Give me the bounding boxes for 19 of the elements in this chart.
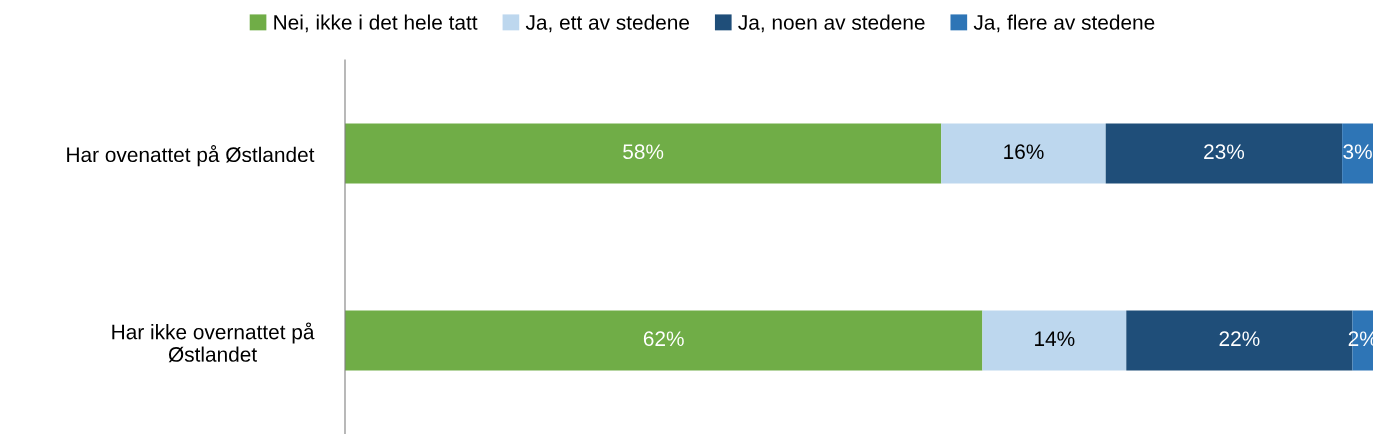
bar [941, 123, 1106, 184]
data-label: 62% [643, 331, 684, 347]
legend-label: Ja, ett av stedene [525, 14, 690, 33]
data-label: 58% [623, 144, 664, 160]
bar [1105, 123, 1343, 184]
y-tick-label: Har ovenattet på Østlandet [67, 145, 315, 167]
legend-label: Ja, noen av stedene [738, 14, 925, 33]
bar [345, 310, 983, 371]
bar [345, 123, 942, 184]
legend-label: Ja, flere av stedene [973, 14, 1155, 33]
bar [982, 310, 1127, 371]
y-tick-label: Har ikke overnattet på Østlandet [112, 322, 315, 363]
data-label: 16% [1004, 144, 1044, 160]
data-label: 23% [1204, 144, 1245, 160]
data-label: 14% [1035, 331, 1075, 347]
legend-label: Nei, ikke i det hele tatt [274, 14, 478, 33]
bar [1342, 123, 1373, 184]
data-label: 3% [1343, 144, 1372, 160]
data-label: 22% [1219, 331, 1260, 347]
